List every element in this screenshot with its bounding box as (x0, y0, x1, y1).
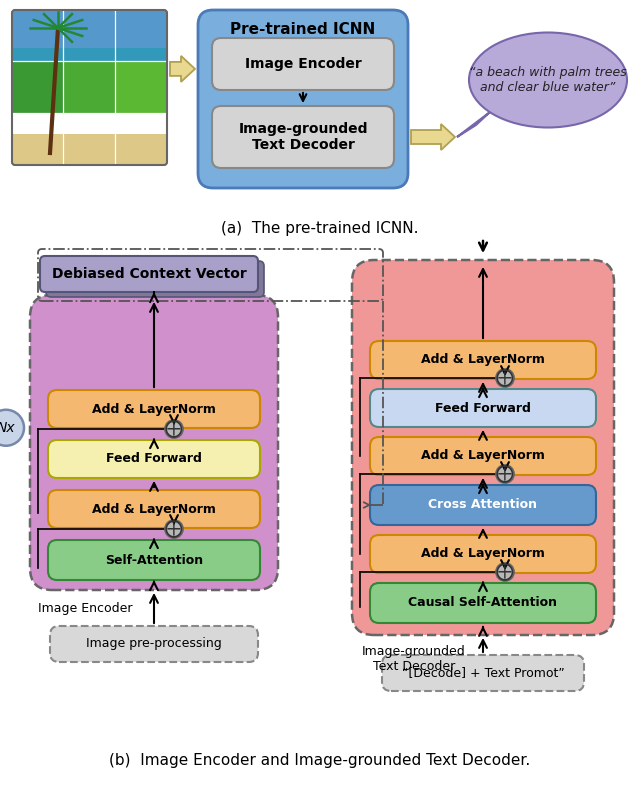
FancyBboxPatch shape (48, 540, 260, 580)
Text: Debiased Context Vector: Debiased Context Vector (52, 267, 246, 281)
Text: Add & LayerNorm: Add & LayerNorm (421, 353, 545, 367)
FancyBboxPatch shape (40, 256, 258, 292)
Text: Image-grounded
Text Decoder: Image-grounded Text Decoder (362, 645, 466, 673)
Text: Image Encoder: Image Encoder (244, 57, 362, 71)
FancyBboxPatch shape (382, 655, 584, 691)
Polygon shape (411, 124, 455, 150)
Text: $\bigoplus$: $\bigoplus$ (495, 561, 515, 583)
Bar (63, 61, 115, 113)
Bar (12, 134, 167, 165)
FancyBboxPatch shape (48, 390, 260, 428)
Text: Feed Forward: Feed Forward (435, 401, 531, 415)
Text: “[Decode] + Text Promot”: “[Decode] + Text Promot” (402, 667, 564, 679)
FancyBboxPatch shape (212, 38, 394, 90)
FancyBboxPatch shape (12, 48, 167, 86)
Circle shape (496, 465, 514, 483)
Text: Cross Attention: Cross Attention (429, 498, 538, 511)
Text: Image-grounded
Text Decoder: Image-grounded Text Decoder (238, 122, 368, 152)
Text: Image pre-processing: Image pre-processing (86, 638, 222, 650)
Text: Add & LayerNorm: Add & LayerNorm (92, 402, 216, 416)
FancyBboxPatch shape (370, 389, 596, 427)
Text: Image Encoder: Image Encoder (38, 602, 132, 615)
FancyBboxPatch shape (50, 626, 258, 662)
Circle shape (496, 563, 514, 581)
FancyBboxPatch shape (212, 106, 394, 168)
Text: Add & LayerNorm: Add & LayerNorm (421, 547, 545, 560)
FancyBboxPatch shape (352, 260, 614, 635)
FancyBboxPatch shape (198, 10, 408, 188)
Bar (12, 61, 64, 113)
Text: Pre-trained ICNN: Pre-trained ICNN (230, 22, 376, 37)
Polygon shape (170, 56, 195, 82)
FancyBboxPatch shape (370, 485, 596, 525)
Circle shape (165, 520, 183, 538)
FancyBboxPatch shape (370, 341, 596, 379)
Text: Feed Forward: Feed Forward (106, 453, 202, 465)
Text: Add & LayerNorm: Add & LayerNorm (421, 450, 545, 462)
Ellipse shape (469, 32, 627, 127)
Text: Self-Attention: Self-Attention (105, 554, 203, 566)
Circle shape (0, 410, 24, 446)
FancyBboxPatch shape (46, 261, 264, 297)
Text: Nx: Nx (0, 421, 15, 435)
Text: $\bigoplus$: $\bigoplus$ (495, 367, 515, 389)
FancyBboxPatch shape (30, 295, 278, 590)
Text: $\bigoplus$: $\bigoplus$ (495, 463, 515, 485)
Text: $\bigoplus$: $\bigoplus$ (164, 418, 184, 440)
FancyBboxPatch shape (48, 440, 260, 478)
FancyBboxPatch shape (12, 10, 167, 87)
Polygon shape (457, 112, 490, 137)
Text: (b)  Image Encoder and Image-grounded Text Decoder.: (b) Image Encoder and Image-grounded Tex… (109, 753, 531, 768)
Text: Causal Self-Attention: Causal Self-Attention (408, 596, 557, 610)
Circle shape (165, 420, 183, 438)
FancyBboxPatch shape (370, 583, 596, 623)
FancyBboxPatch shape (370, 535, 596, 573)
Text: “a beach with palm trees
and clear blue water”: “a beach with palm trees and clear blue … (469, 66, 627, 94)
FancyBboxPatch shape (48, 490, 260, 528)
Text: $\bigoplus$: $\bigoplus$ (164, 518, 184, 540)
FancyBboxPatch shape (370, 437, 596, 475)
Text: (a)  The pre-trained ICNN.: (a) The pre-trained ICNN. (221, 220, 419, 235)
Text: Add & LayerNorm: Add & LayerNorm (92, 502, 216, 516)
Bar (115, 61, 167, 113)
Circle shape (496, 369, 514, 387)
